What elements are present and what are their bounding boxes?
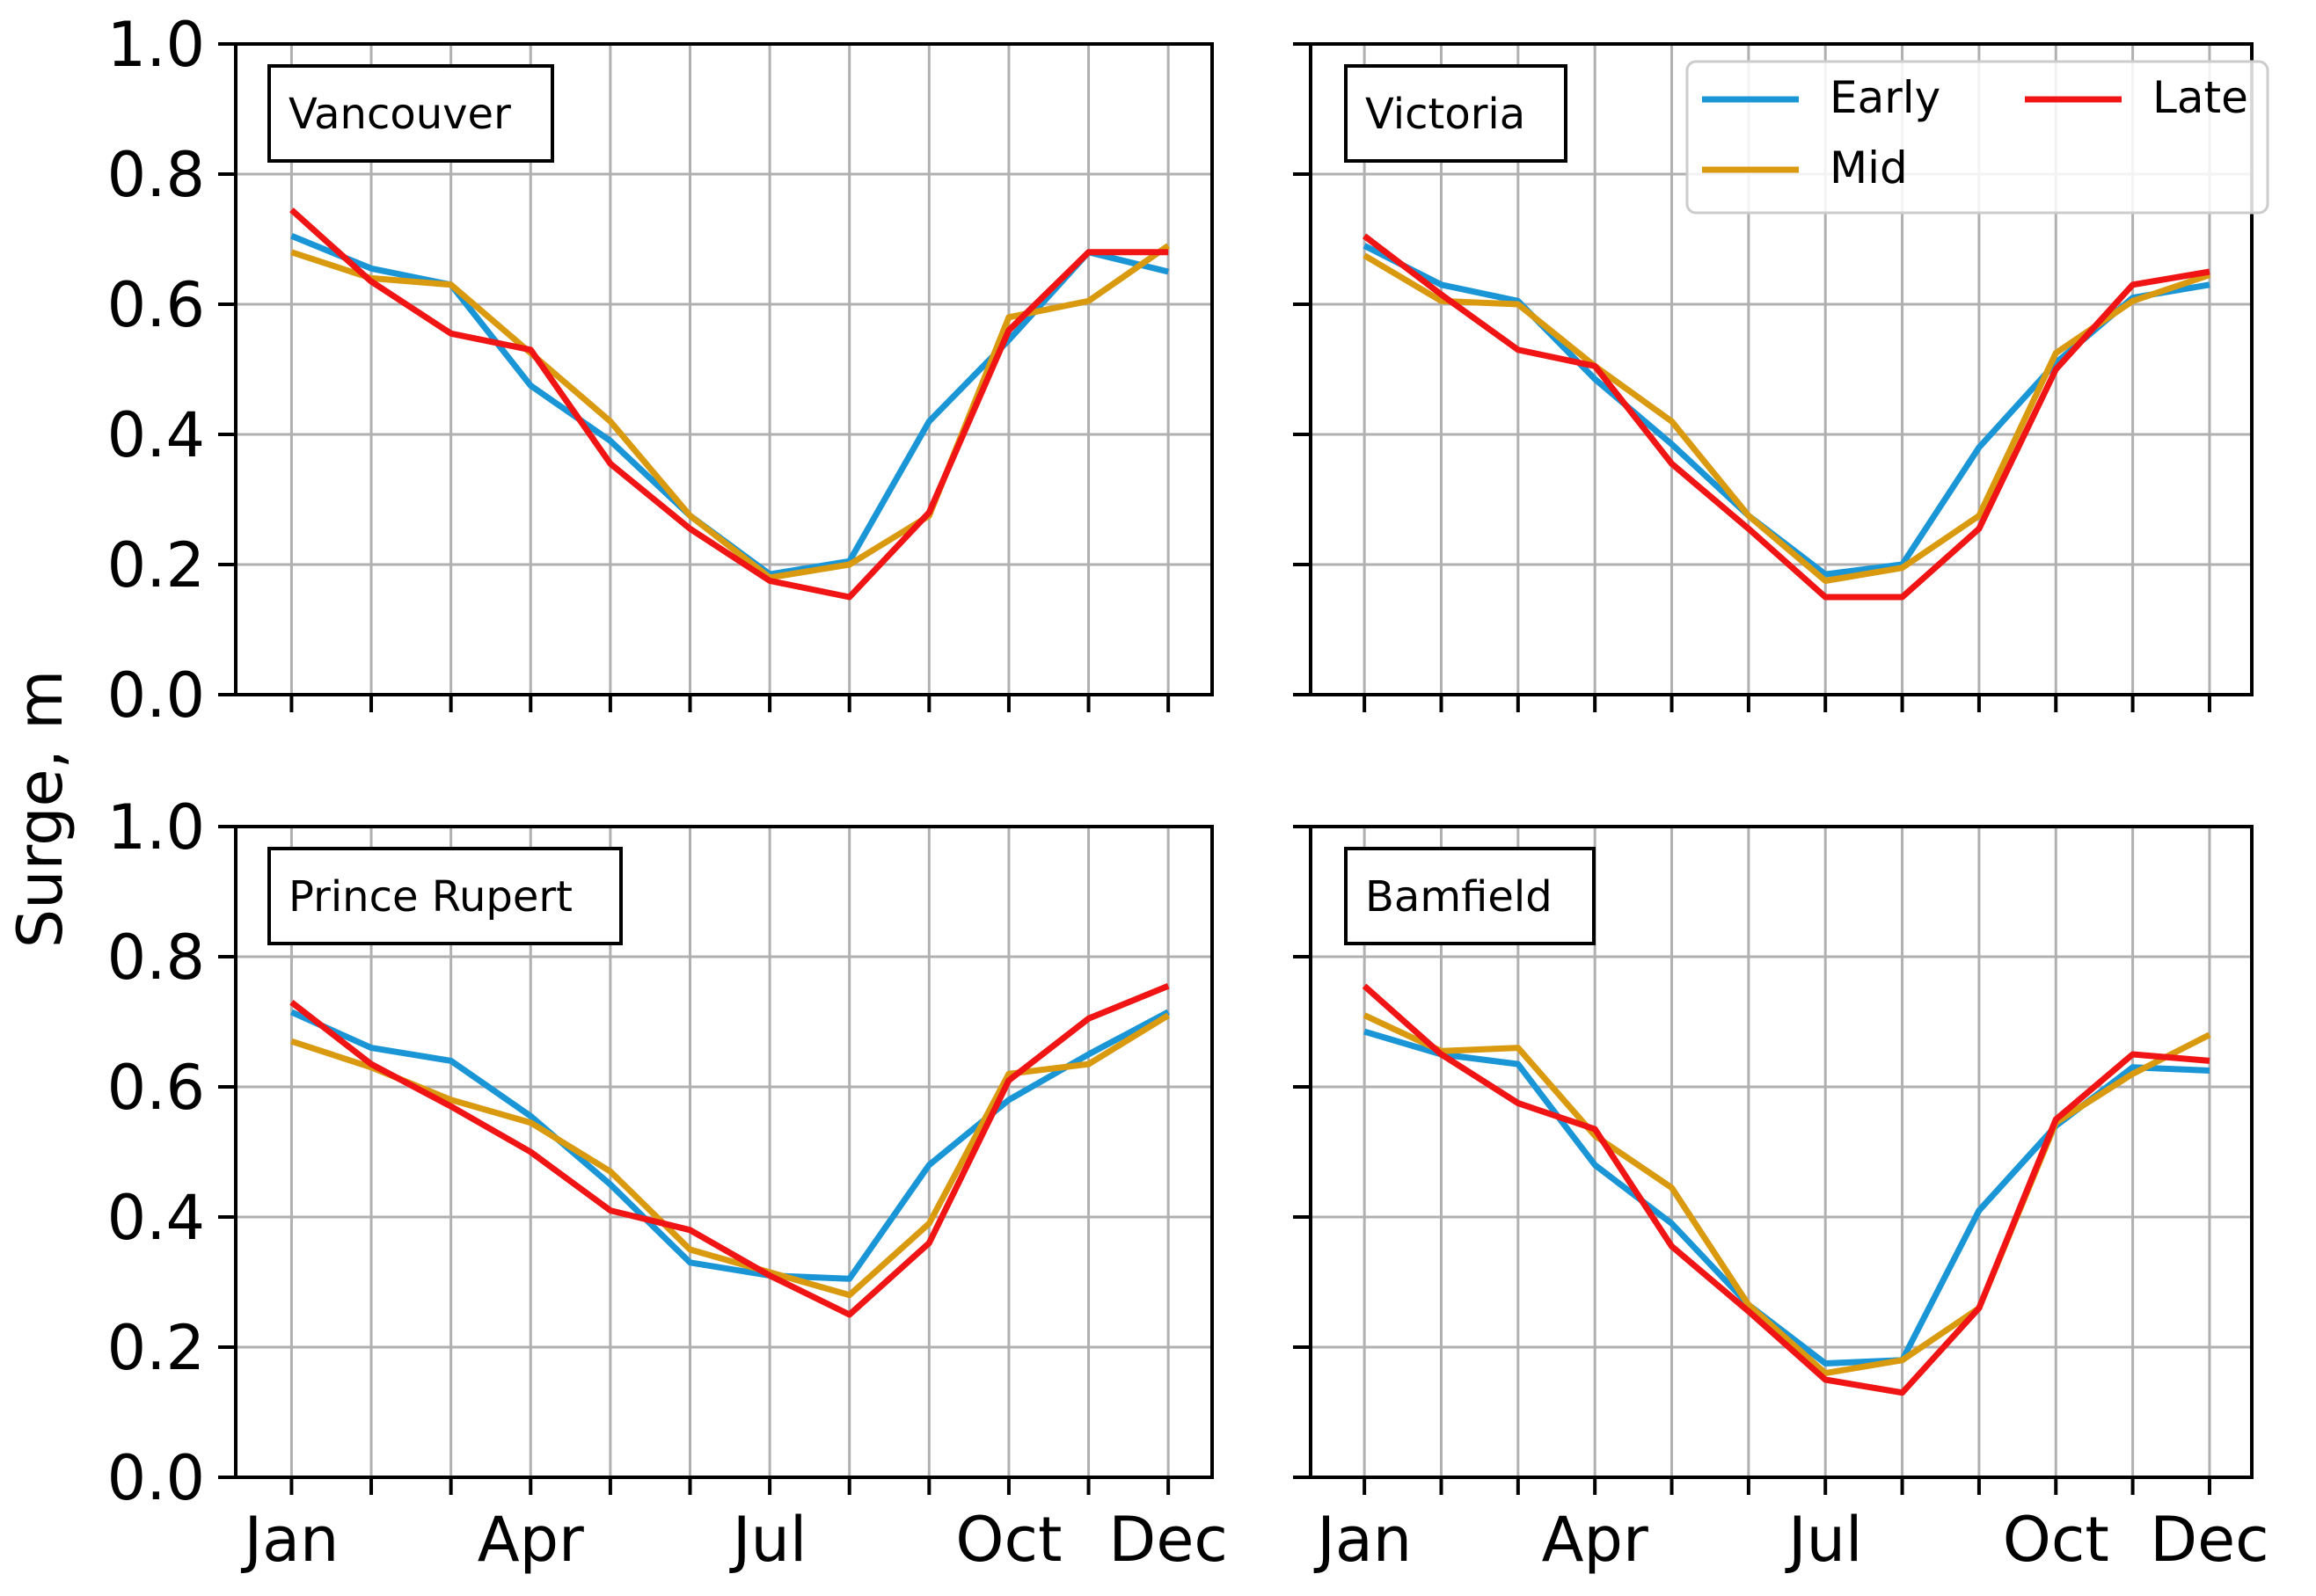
series-line-mid [1363, 1012, 2211, 1377]
series-line-early [1363, 243, 2210, 578]
y-axis-label: Surge, m [4, 670, 77, 949]
series-line-mid [1363, 252, 2211, 584]
legend-box [1685, 60, 2269, 215]
y-tick-label: 0.4 [107, 399, 205, 471]
panel-vancouver: 0.0 0.2 0.4 0.6 0.8 1.0 Vancouver [107, 9, 1214, 732]
y-tick-label: 0.6 [107, 1052, 205, 1124]
x-tick-label: Oct [2003, 1504, 2109, 1576]
legend-label-mid: Mid [1830, 142, 1908, 193]
legend: Early Mid Late [1685, 60, 2269, 215]
axes-frame [1309, 825, 2254, 1479]
y-tick-label: 1.0 [107, 791, 205, 864]
series-line-early [1363, 1028, 2210, 1366]
panel-prince-rupert: 0.0 0.2 0.4 0.6 0.8 1.0 Jan Apr Jul Oct Dec Prince … [107, 791, 1228, 1576]
axes-frame [234, 42, 1214, 696]
y-tick-label: 0.8 [107, 139, 205, 211]
station-label: Victoria [1365, 90, 1525, 139]
series-line-mid [290, 243, 1171, 581]
x-tick-label: Jan [240, 1504, 339, 1576]
legend-label-early: Early [1830, 72, 1940, 123]
x-tick-label: Jul [729, 1504, 807, 1576]
x-tick-label: Jan [1313, 1504, 1412, 1576]
series-line-late [289, 208, 1169, 601]
series-line-late [1362, 983, 2210, 1396]
station-label-box [267, 64, 554, 163]
x-tick-label: Oct [955, 1504, 1062, 1576]
x-tick-label: Apr [478, 1504, 584, 1576]
station-label-box [1344, 64, 1567, 163]
series-line-early [290, 233, 1170, 578]
series-line-late [1362, 233, 2210, 601]
y-tick-label: 0.0 [107, 660, 205, 732]
y-tick-label: 0.4 [107, 1182, 205, 1254]
x-tick-label: Jul [1785, 1504, 1862, 1576]
x-tick-label: Dec [2150, 1504, 2269, 1576]
axes-frame [234, 825, 1214, 1479]
y-tick-label: 0.8 [107, 922, 205, 994]
legend-label-late: Late [2152, 72, 2248, 123]
axes-frame [1309, 42, 2254, 696]
series-line-early [289, 1009, 1170, 1282]
y-tick-label: 0.2 [107, 529, 205, 601]
x-tick-label: Dec [1108, 1504, 1227, 1576]
y-tick-label: 0.0 [107, 1442, 205, 1514]
y-tick-label: 0.2 [107, 1312, 205, 1384]
station-label-box [267, 847, 623, 945]
y-tick-label: 0.6 [107, 269, 205, 341]
station-label: Bamfield [1365, 872, 1553, 922]
y-tick-label: 1.0 [107, 9, 205, 81]
x-tick-label: Apr [1542, 1504, 1648, 1576]
series-line-late [289, 983, 1170, 1318]
station-label-box [1344, 847, 1596, 945]
station-label: Vancouver [289, 90, 511, 139]
panel-bamfield: Jan Apr Jul Oct Dec Bamfield [1293, 825, 2269, 1576]
station-label: Prince Rupert [289, 872, 573, 922]
